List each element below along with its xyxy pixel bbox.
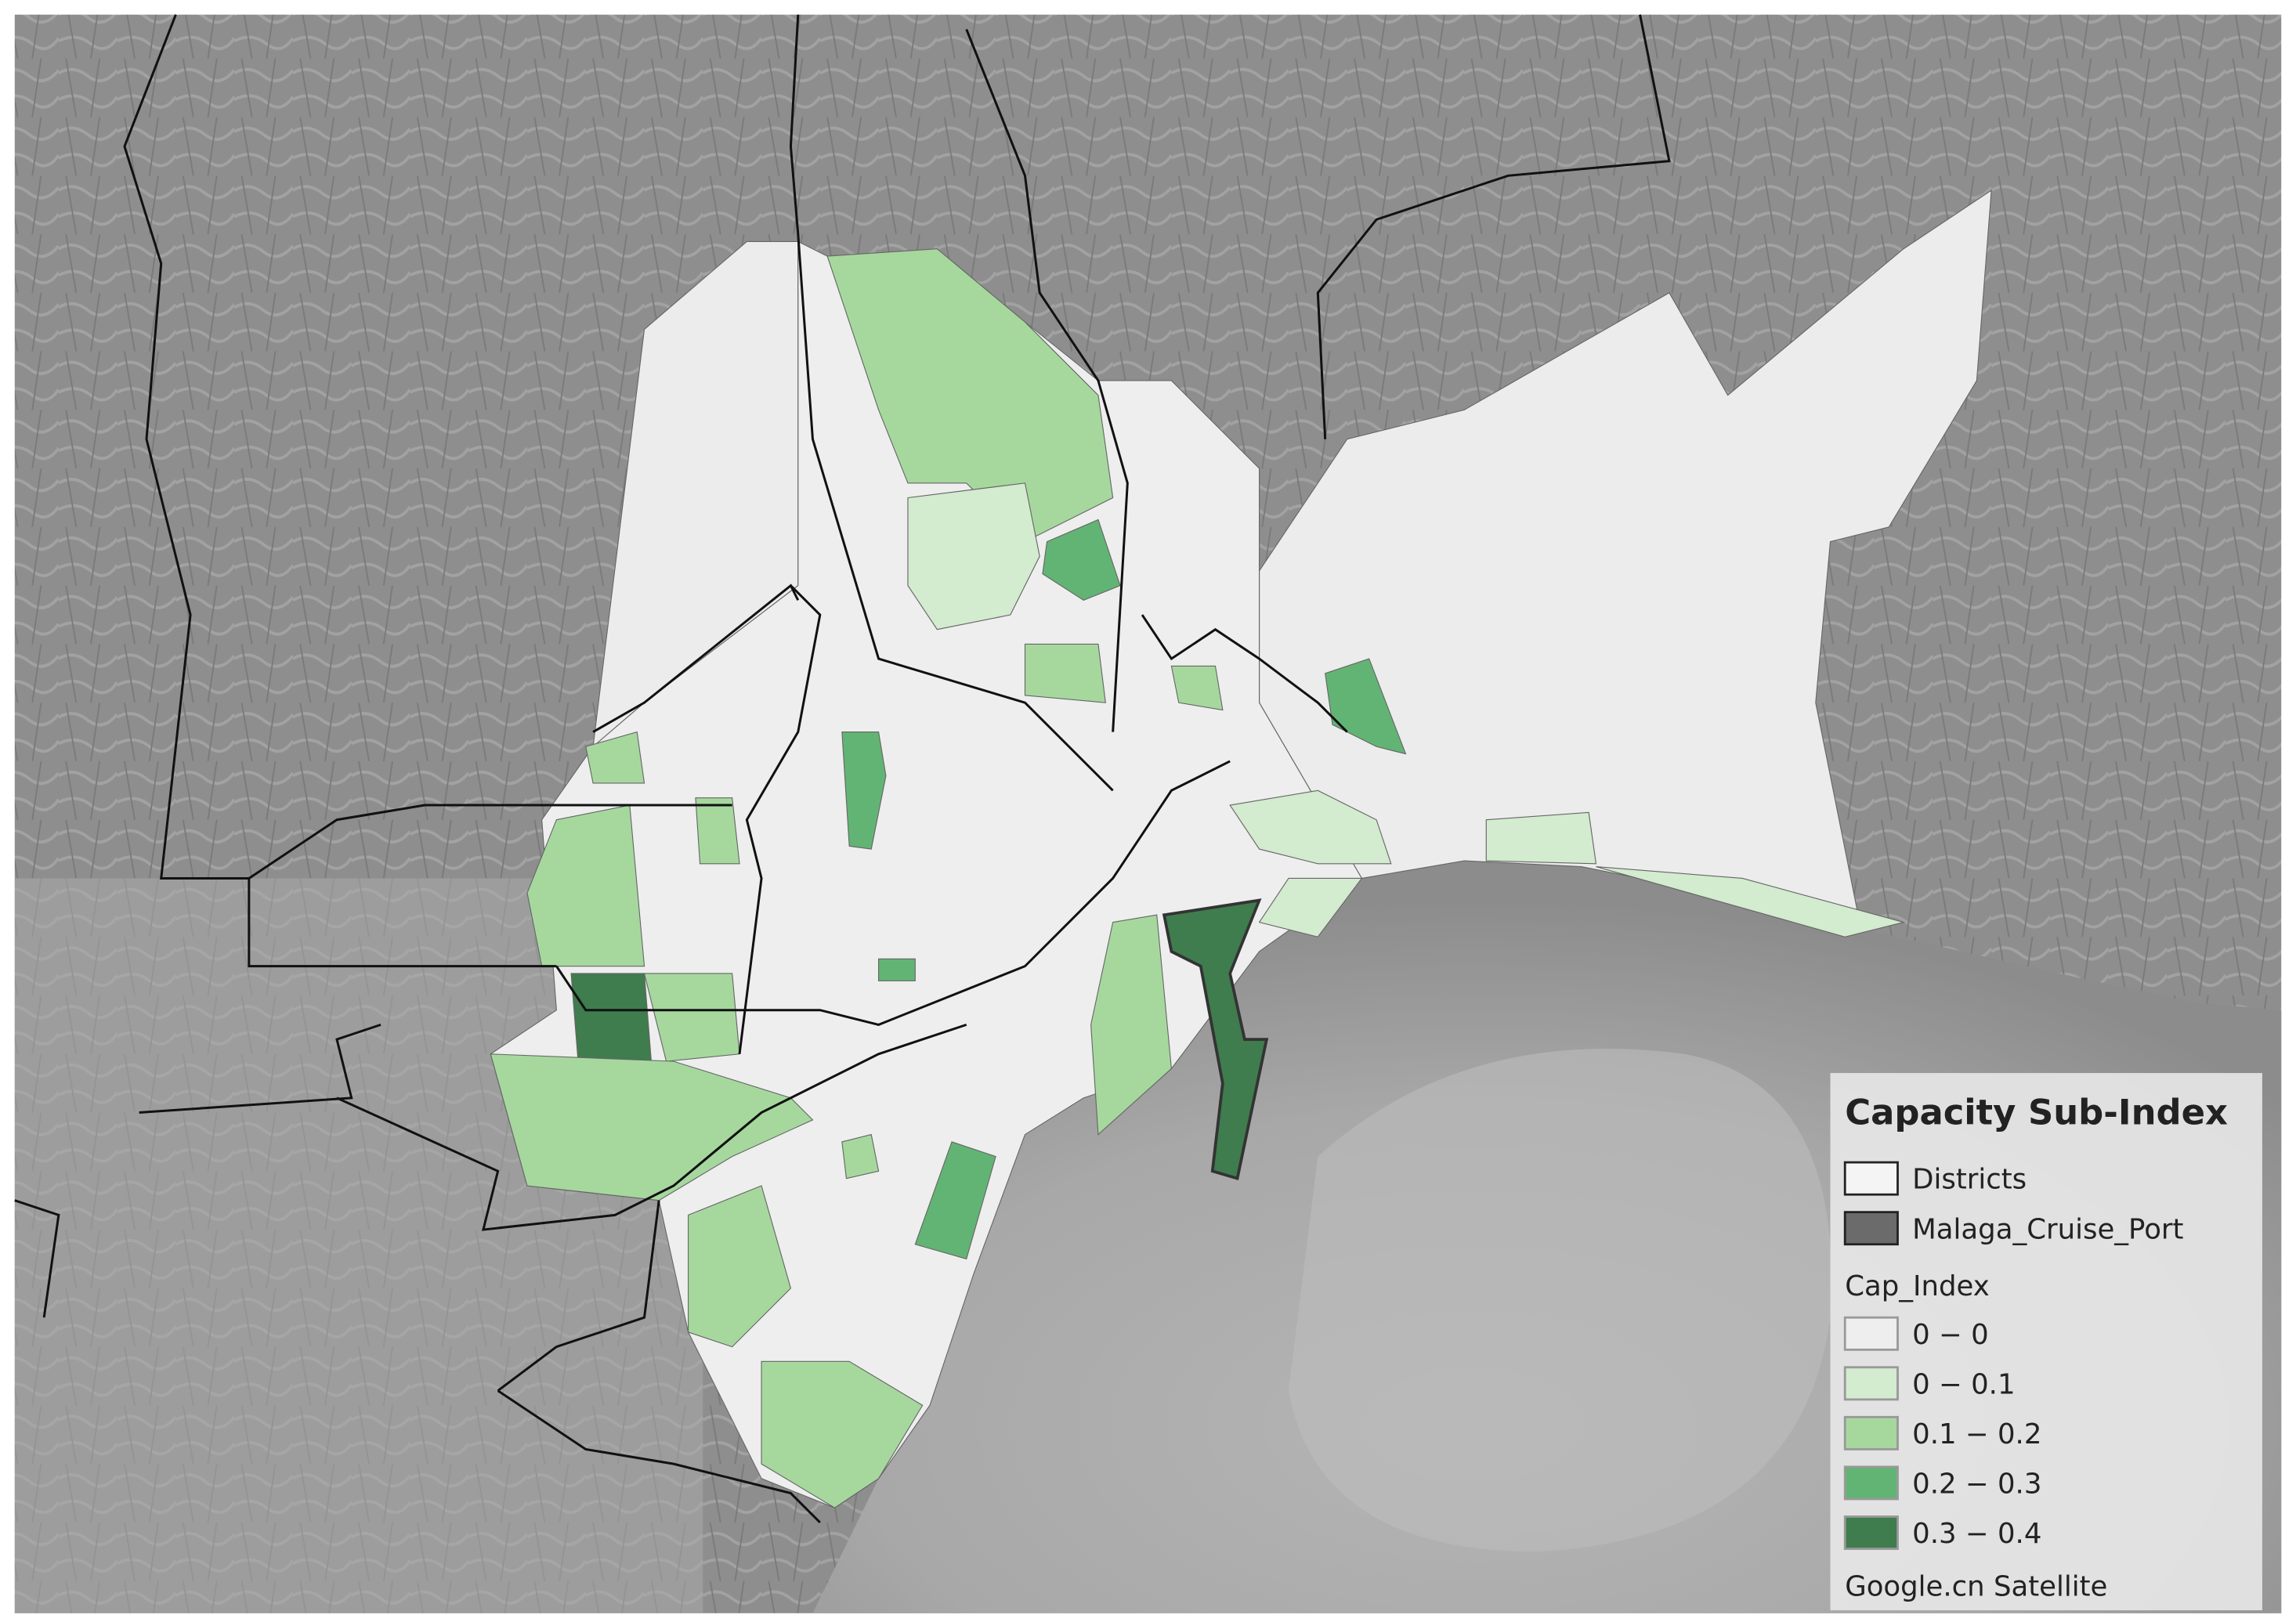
legend-swatch xyxy=(1843,1465,1899,1501)
legend-swatch xyxy=(1843,1211,1899,1246)
legend-field: Cap_Index xyxy=(1845,1270,1990,1302)
legend-swatch xyxy=(1843,1415,1899,1450)
legend: Capacity Sub-Index Cap_Index Google.cn S… xyxy=(1830,1073,2262,1611)
sea-light xyxy=(1288,1048,1832,1552)
legend-swatch xyxy=(1843,1161,1899,1196)
legend-swatch xyxy=(1843,1366,1899,1401)
legend-swatch xyxy=(1843,1515,1899,1550)
legend-swatch xyxy=(1843,1316,1899,1351)
census-sections xyxy=(490,189,1992,1508)
legend-label: Districts xyxy=(1912,1164,2027,1196)
legend-box xyxy=(1830,1073,2262,1611)
legend-label: Malaga_Cruise_Port xyxy=(1912,1213,2183,1245)
cruise-port xyxy=(1162,898,1269,1181)
legend-label: 0 − 0.1 xyxy=(1912,1368,2015,1400)
legend-label: 0 − 0 xyxy=(1912,1319,1989,1351)
legend-label: 0.3 − 0.4 xyxy=(1912,1518,2041,1550)
district-boundaries xyxy=(14,14,1671,1523)
legend-label: 0.2 − 0.3 xyxy=(1912,1468,2041,1501)
legend-title: Capacity Sub-Index xyxy=(1845,1091,2228,1133)
legend-label: 0.1 − 0.2 xyxy=(1912,1418,2041,1450)
basemap-label: Google.cn Satellite xyxy=(1845,1570,2107,1602)
